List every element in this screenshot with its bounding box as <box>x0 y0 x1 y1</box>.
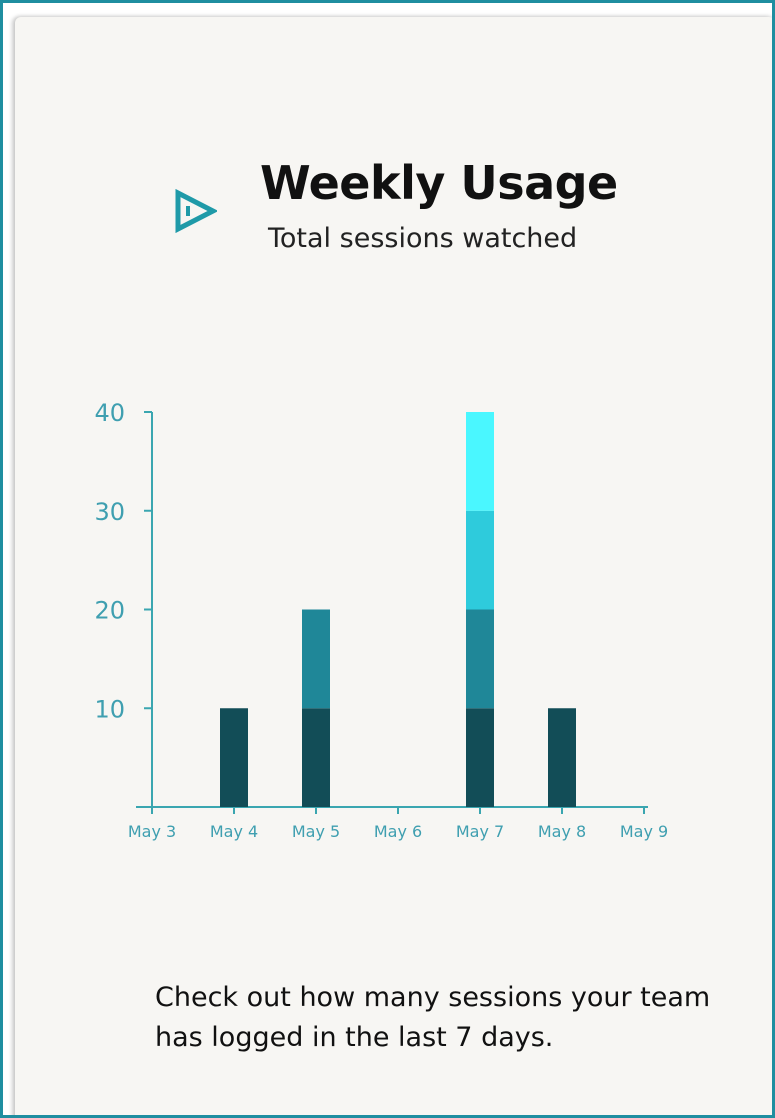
card-subtitle: Total sessions watched <box>268 223 578 254</box>
x-tick-label: May 5 <box>292 822 340 841</box>
bar-segment <box>220 708 248 807</box>
card-title: Weekly Usage <box>260 156 618 210</box>
weekly-usage-chart: 10 20 30 40 May 3 May 4 May 5 May 6 May 7 May 8 Ma… <box>94 399 668 841</box>
x-tick-label: May 8 <box>538 822 586 841</box>
bar-segment <box>466 510 494 610</box>
x-tick-label: May 6 <box>374 822 422 841</box>
x-tick-label: May 3 <box>128 822 176 841</box>
x-tick-label: May 4 <box>210 822 258 841</box>
bar-segment <box>548 708 576 807</box>
y-tick-label: 20 <box>94 597 125 625</box>
weekly-usage-card <box>15 17 772 1115</box>
y-tick-label: 40 <box>94 399 125 427</box>
bar-segment <box>466 609 494 709</box>
y-tick-label: 30 <box>94 498 125 526</box>
play-triangle-icon <box>175 189 217 233</box>
card-description: Check out how many sessions your team ha… <box>155 982 711 1053</box>
bar-segment <box>302 609 330 709</box>
x-tick-label: May 9 <box>620 822 668 841</box>
bar-segment <box>302 708 330 807</box>
x-tick-label: May 7 <box>456 822 504 841</box>
bar-segment <box>466 412 494 511</box>
y-tick-label: 10 <box>94 695 125 723</box>
bar-segment <box>466 708 494 807</box>
